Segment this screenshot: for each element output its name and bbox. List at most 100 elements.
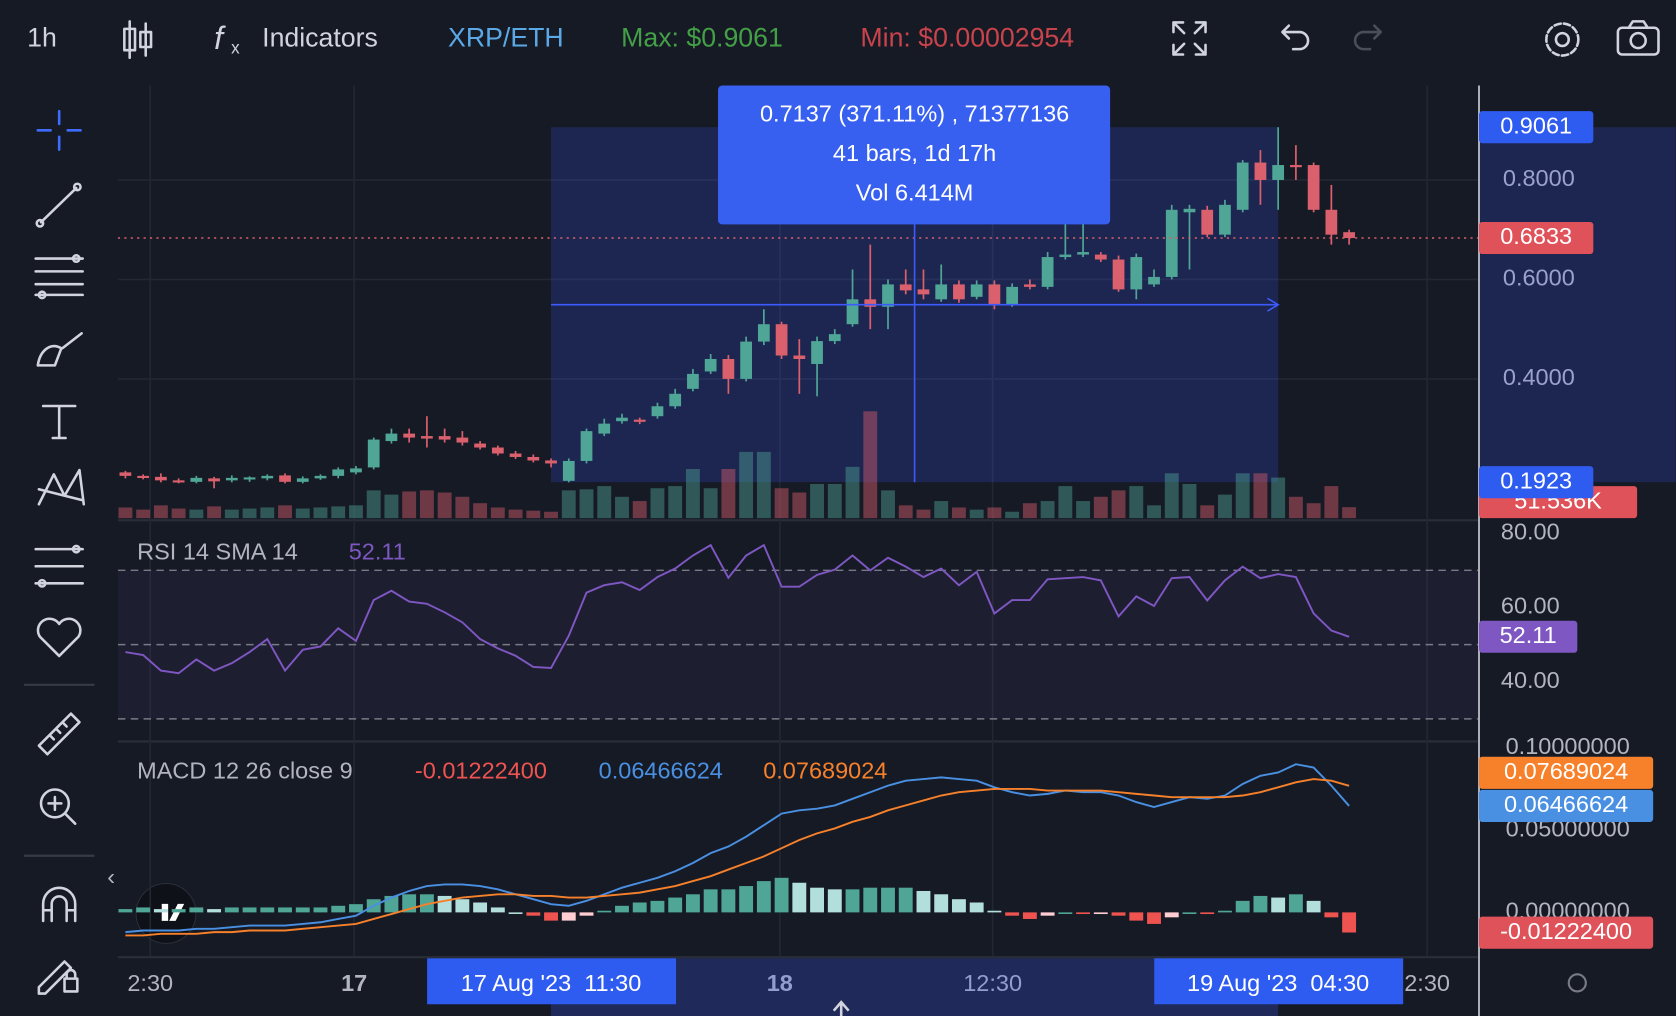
volume-bar [615, 496, 629, 519]
candle-body [687, 373, 699, 389]
macd-histogram-bar [951, 899, 966, 913]
theme-button[interactable] [1567, 973, 1587, 993]
macd-title: MACD 12 26 close 9 [137, 758, 353, 784]
macd-histogram-bar [668, 897, 683, 913]
volume-bar [171, 508, 186, 519]
x-tick-label: 18 [767, 970, 793, 996]
macd-histogram-bar [810, 887, 825, 913]
interval-button[interactable]: 1h [27, 23, 57, 53]
candle-body [385, 433, 398, 442]
volume-bar [898, 505, 913, 519]
volume-bar [845, 466, 860, 519]
indicators-button[interactable]: Indicators [262, 23, 378, 53]
candle-body [367, 439, 380, 468]
favorites-tool[interactable] [36, 617, 82, 658]
collapse-arrow[interactable]: ‹ [107, 863, 115, 889]
fx-icon-sub[interactable]: x [231, 39, 240, 58]
volume-bar [1342, 507, 1357, 519]
volume-bar [934, 501, 949, 519]
volume-bar [1253, 473, 1268, 519]
volume-bar [419, 490, 434, 519]
candle-body [527, 456, 540, 461]
candle-body [1307, 165, 1320, 210]
candle-body [864, 299, 877, 307]
candle-body [704, 359, 717, 372]
macd-value: 0.06466624 [599, 758, 723, 784]
volume-bar [189, 509, 204, 519]
volume-bar [366, 490, 381, 519]
redo-button[interactable] [1353, 24, 1383, 51]
macd-histogram-bar [721, 889, 736, 913]
fullscreen-button[interactable] [1172, 21, 1207, 56]
candle-body [793, 355, 806, 360]
candle-body [1112, 259, 1125, 290]
macd-histogram-bar [561, 912, 576, 921]
candle-body [1130, 257, 1143, 290]
magnet-tool[interactable] [41, 886, 77, 923]
volume-bar [508, 509, 523, 519]
crosshair-tool[interactable] [36, 109, 82, 151]
settings-button[interactable] [1545, 22, 1580, 57]
volume-bar [490, 507, 505, 519]
chart-type-button[interactable] [123, 20, 153, 59]
current-price-badge-text: 0.6833 [1500, 223, 1572, 249]
candle-body [438, 436, 451, 440]
x-tick-label: 17 [341, 970, 367, 996]
candle-body [1254, 162, 1267, 180]
macd-histogram-bar [1271, 897, 1286, 913]
macd-histogram-bar [1288, 894, 1303, 913]
macd-histogram-bar [1182, 912, 1197, 914]
measure-tool[interactable] [37, 712, 81, 756]
macd-histogram-bar [1324, 912, 1339, 918]
measure-tooltip-text: 41 bars, 1d 17h [833, 140, 996, 166]
measure-tooltip [718, 85, 1111, 225]
candle-body [261, 475, 274, 479]
measure-arrow [1267, 297, 1280, 312]
volume-bar [1271, 477, 1286, 519]
text-tool[interactable] [41, 404, 77, 440]
volume-bar [1040, 501, 1055, 519]
screenshot-button[interactable] [1616, 20, 1660, 56]
brush-tool[interactable] [36, 332, 83, 367]
zoom-tool[interactable] [39, 788, 77, 825]
y-tick-label: 0.8000 [1503, 165, 1575, 191]
prediction-tool[interactable] [34, 544, 84, 588]
volume-bar [224, 509, 239, 519]
candle-body [828, 334, 841, 342]
volume-bar [881, 490, 895, 519]
candle-body [1325, 209, 1338, 235]
candle-body [1041, 257, 1054, 287]
candle-body [509, 453, 522, 457]
volume-bar [384, 494, 399, 519]
candle-body [580, 431, 593, 461]
scroll-arrow [832, 1000, 850, 1016]
macd-histogram-bar [1235, 900, 1250, 913]
fib-tool[interactable] [34, 254, 84, 300]
volume-bar [402, 491, 417, 519]
candle-body [1272, 165, 1285, 180]
undo-button[interactable] [1281, 24, 1310, 51]
macd-histogram-bar [969, 902, 984, 913]
macd-histogram-bar [1022, 912, 1037, 919]
candle-body [545, 460, 557, 464]
symbol[interactable]: XRP/ETH [448, 23, 564, 53]
trend-line-tool[interactable] [35, 182, 82, 228]
macd-tick-label: 0.10000000 [1506, 733, 1630, 759]
candle-body [988, 284, 1001, 305]
macd-badge [1479, 789, 1654, 822]
volume-bar [987, 507, 1002, 519]
volume-bar [756, 451, 771, 519]
macd-histogram-bar [136, 907, 151, 913]
candle-body [403, 433, 416, 438]
pattern-tool[interactable] [37, 468, 86, 506]
measure-low-badge-text: 0.1923 [1500, 467, 1572, 493]
macd-histogram-bar [189, 907, 204, 913]
macd-hist-badge-text: -0.01222400 [1500, 918, 1632, 944]
candle-body [1290, 165, 1302, 168]
lock-drawings-tool[interactable] [37, 960, 79, 995]
candle-body [1201, 209, 1214, 235]
candle-body [1023, 284, 1036, 287]
candle-body [155, 476, 167, 481]
candle-body [633, 419, 646, 422]
volume-bar [1076, 501, 1091, 519]
